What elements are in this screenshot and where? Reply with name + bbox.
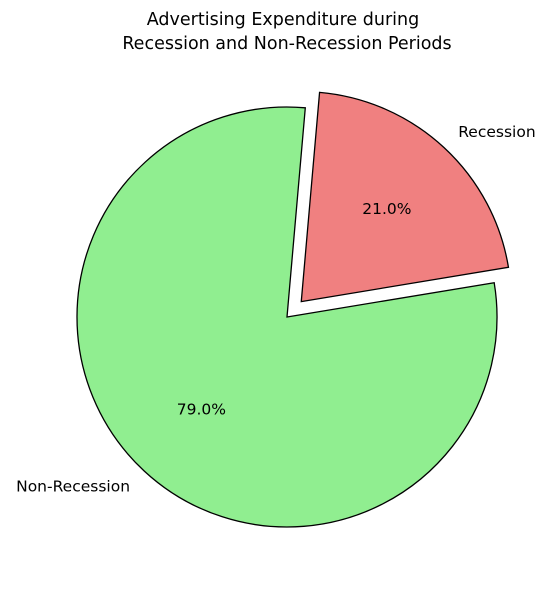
pct-label-non-recession: 79.0%	[177, 400, 226, 418]
slice-label-non-recession: Non-Recession	[16, 477, 130, 495]
pie-slice-recession	[300, 91, 510, 303]
slice-label-recession: Recession	[458, 123, 535, 141]
pie-slice-non-recession	[76, 106, 498, 528]
chart-title-line-1: Advertising Expenditure during	[147, 10, 419, 30]
chart-title-line-2: Recession and Non-Recession Periods	[122, 34, 451, 54]
chart-title: Advertising Expenditure during Recession…	[122, 10, 451, 54]
pie-slices	[76, 91, 510, 528]
pct-label-recession: 21.0%	[362, 200, 411, 218]
pie-labels: Recession 21.0% Non-Recession 79.0%	[16, 123, 536, 495]
